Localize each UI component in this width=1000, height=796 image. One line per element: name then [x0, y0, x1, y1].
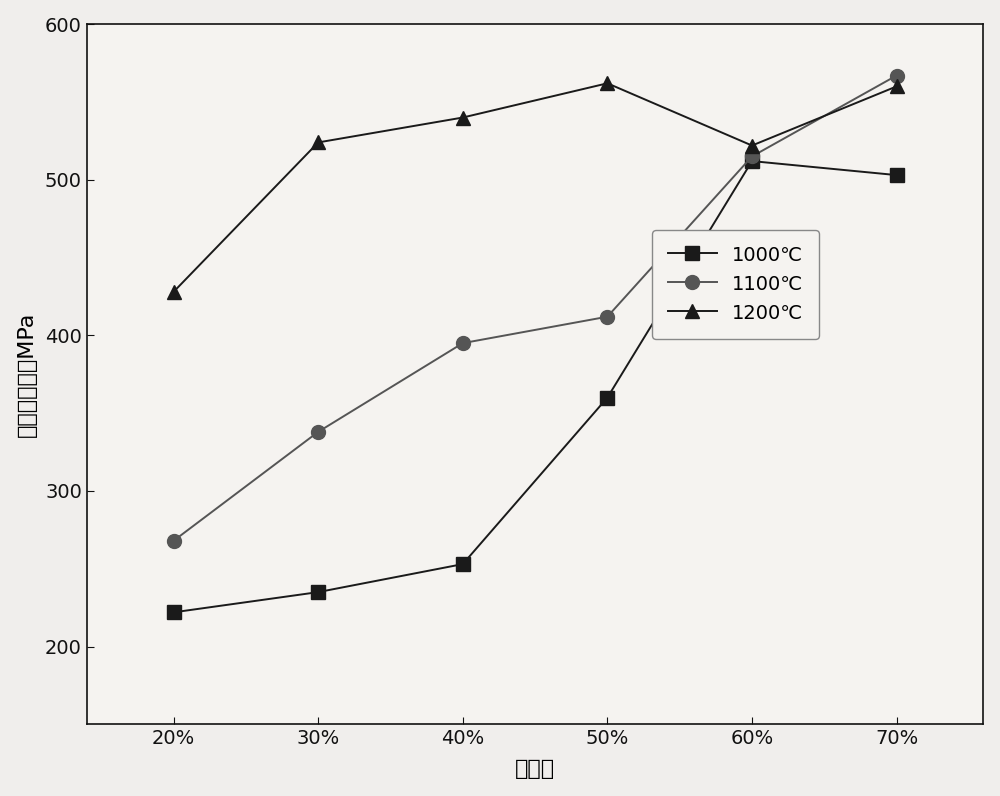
1200℃: [168, 287, 180, 297]
1100℃: [168, 536, 180, 545]
1100℃: [312, 427, 324, 437]
1200℃: [312, 138, 324, 147]
1200℃: [457, 113, 469, 123]
Line: 1100℃: 1100℃: [167, 68, 904, 548]
Y-axis label: 抗拉结合强度MPa: 抗拉结合强度MPa: [17, 311, 37, 437]
1200℃: [746, 141, 758, 150]
1100℃: [457, 338, 469, 348]
Line: 1200℃: 1200℃: [167, 76, 904, 298]
1200℃: [601, 79, 613, 88]
1000℃: [312, 587, 324, 597]
1000℃: [746, 156, 758, 166]
1000℃: [601, 393, 613, 403]
1100℃: [891, 71, 903, 80]
1100℃: [601, 312, 613, 322]
1000℃: [457, 560, 469, 569]
1100℃: [746, 152, 758, 162]
1000℃: [891, 170, 903, 180]
Legend: 1000℃, 1100℃, 1200℃: 1000℃, 1100℃, 1200℃: [652, 230, 819, 338]
Line: 1000℃: 1000℃: [167, 154, 904, 619]
X-axis label: 压下量: 压下量: [515, 759, 555, 779]
1000℃: [168, 607, 180, 617]
1200℃: [891, 82, 903, 92]
